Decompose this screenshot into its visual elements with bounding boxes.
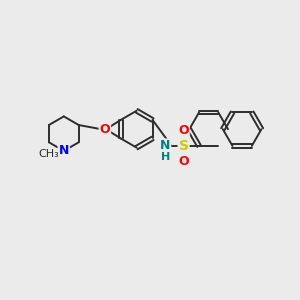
Text: O: O: [178, 124, 189, 137]
Text: S: S: [178, 139, 189, 153]
Text: CH₃: CH₃: [39, 149, 59, 159]
Text: N: N: [160, 140, 170, 152]
Text: N: N: [58, 144, 69, 158]
Text: O: O: [178, 155, 189, 168]
Text: O: O: [100, 123, 110, 136]
Text: H: H: [160, 152, 170, 162]
